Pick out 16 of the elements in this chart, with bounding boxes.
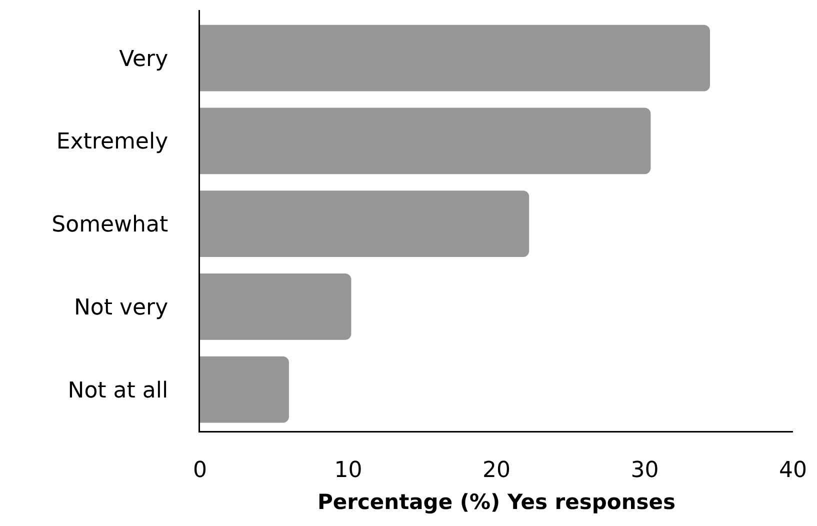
y-tick-label: Not very — [74, 295, 168, 320]
x-tick-label: 30 — [630, 458, 659, 483]
x-tick-label: 20 — [482, 458, 510, 483]
x-tick-label: 40 — [779, 458, 807, 483]
bar — [200, 190, 530, 257]
bar — [200, 24, 710, 92]
y-tick-label: Extremely — [56, 130, 168, 155]
bar — [200, 274, 352, 340]
y-tick-label: Very — [119, 46, 168, 72]
x-tick-label: 0 — [193, 458, 207, 483]
bar — [200, 356, 289, 423]
bar — [200, 108, 651, 174]
y-tick-label: Somewhat — [52, 212, 168, 238]
x-tick-label: 10 — [334, 458, 362, 483]
x-axis-title: Percentage (%) Yes responses — [317, 490, 676, 514]
y-tick-label: Not at all — [68, 378, 168, 404]
